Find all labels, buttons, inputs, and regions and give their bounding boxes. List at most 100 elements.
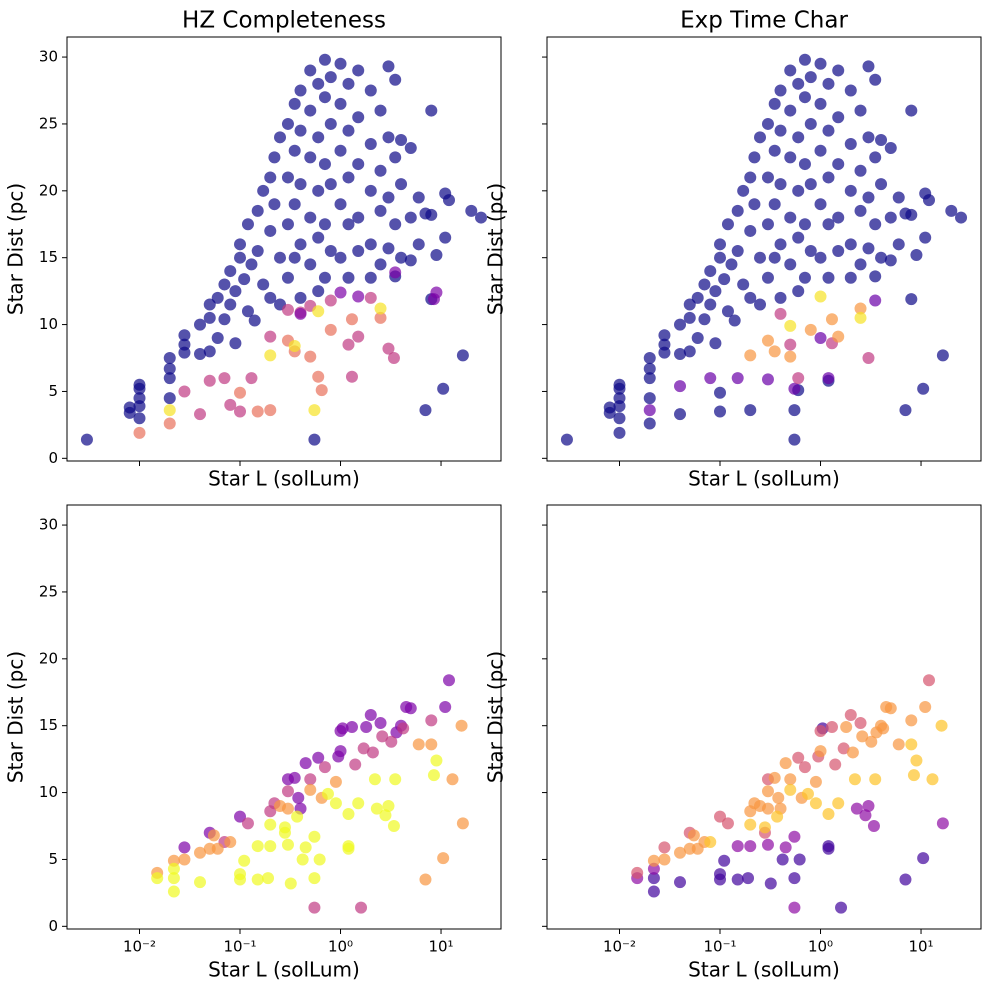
point bbox=[748, 198, 761, 211]
point bbox=[714, 251, 727, 264]
point bbox=[312, 370, 325, 383]
y-axis-label: Star Dist (pc) bbox=[4, 183, 28, 315]
point bbox=[788, 872, 801, 885]
point bbox=[844, 271, 857, 284]
point bbox=[814, 97, 827, 110]
point bbox=[218, 278, 231, 291]
point bbox=[822, 171, 835, 184]
point bbox=[389, 218, 402, 231]
point bbox=[318, 761, 331, 774]
point bbox=[837, 742, 850, 755]
point bbox=[374, 302, 387, 315]
point bbox=[768, 144, 781, 157]
point bbox=[374, 204, 387, 217]
plot-frame bbox=[546, 36, 982, 462]
point bbox=[376, 730, 389, 743]
point bbox=[308, 872, 321, 885]
point bbox=[288, 198, 301, 211]
point bbox=[355, 901, 368, 914]
point bbox=[761, 334, 774, 347]
point bbox=[374, 104, 387, 117]
point bbox=[919, 231, 932, 244]
point bbox=[465, 204, 478, 217]
point bbox=[725, 258, 738, 271]
point bbox=[324, 117, 337, 130]
point bbox=[731, 245, 744, 258]
point bbox=[342, 218, 355, 231]
y-axis-label: Star Dist (pc) bbox=[4, 651, 28, 783]
point bbox=[364, 238, 377, 251]
point bbox=[313, 853, 326, 866]
point bbox=[822, 124, 835, 137]
point bbox=[829, 758, 842, 771]
point bbox=[856, 730, 869, 743]
point bbox=[439, 700, 452, 713]
x-tick-label: 10⁻² bbox=[603, 938, 636, 956]
point bbox=[647, 872, 660, 885]
point bbox=[334, 97, 347, 110]
point bbox=[674, 846, 687, 859]
point bbox=[308, 901, 321, 914]
point bbox=[318, 91, 331, 104]
point bbox=[241, 817, 254, 830]
point bbox=[178, 385, 191, 398]
point bbox=[674, 876, 687, 889]
plot-area bbox=[67, 37, 501, 461]
point bbox=[412, 238, 425, 251]
point bbox=[387, 352, 400, 365]
point bbox=[875, 133, 888, 146]
point bbox=[324, 245, 337, 258]
x-axis-label: Star L (solLum) bbox=[208, 958, 360, 982]
point bbox=[475, 211, 488, 224]
point bbox=[892, 191, 905, 204]
series bbox=[151, 719, 469, 886]
point bbox=[687, 829, 700, 842]
point bbox=[768, 97, 781, 110]
point bbox=[404, 254, 417, 267]
point bbox=[714, 868, 727, 881]
point bbox=[245, 372, 258, 385]
point bbox=[382, 191, 395, 204]
point bbox=[437, 382, 450, 395]
point bbox=[345, 721, 358, 734]
point bbox=[203, 311, 216, 324]
point bbox=[167, 885, 180, 898]
point bbox=[862, 131, 875, 144]
point bbox=[804, 117, 817, 130]
point bbox=[814, 57, 827, 70]
point bbox=[884, 702, 897, 715]
point bbox=[825, 313, 838, 326]
point bbox=[744, 171, 757, 184]
point bbox=[822, 77, 835, 90]
point bbox=[768, 251, 781, 264]
point bbox=[224, 836, 237, 849]
point bbox=[744, 224, 757, 237]
point bbox=[264, 330, 277, 343]
x-axis-label: Star L (solLum) bbox=[688, 467, 840, 491]
y-tick-label: 15 bbox=[39, 248, 58, 266]
subplot: 10⁻² 10⁻¹ 10⁰ 10¹ Star L (solLum) Star Dist (… bbox=[484, 504, 982, 982]
point bbox=[854, 717, 867, 730]
point bbox=[248, 314, 261, 327]
point bbox=[788, 382, 801, 395]
plot-frame bbox=[66, 504, 502, 930]
point bbox=[814, 290, 827, 303]
point bbox=[308, 404, 321, 417]
point bbox=[613, 412, 626, 425]
point bbox=[203, 345, 216, 358]
point bbox=[804, 178, 817, 191]
point bbox=[776, 853, 789, 866]
point bbox=[389, 73, 402, 86]
point bbox=[241, 305, 254, 318]
point bbox=[294, 84, 307, 97]
point bbox=[704, 836, 717, 849]
point bbox=[875, 178, 888, 191]
point bbox=[304, 104, 317, 117]
point bbox=[859, 809, 872, 822]
point bbox=[425, 738, 438, 751]
point bbox=[779, 841, 792, 854]
point bbox=[211, 331, 224, 344]
point bbox=[792, 131, 805, 144]
y-tick-label: 25 bbox=[39, 114, 58, 132]
point bbox=[875, 251, 888, 264]
